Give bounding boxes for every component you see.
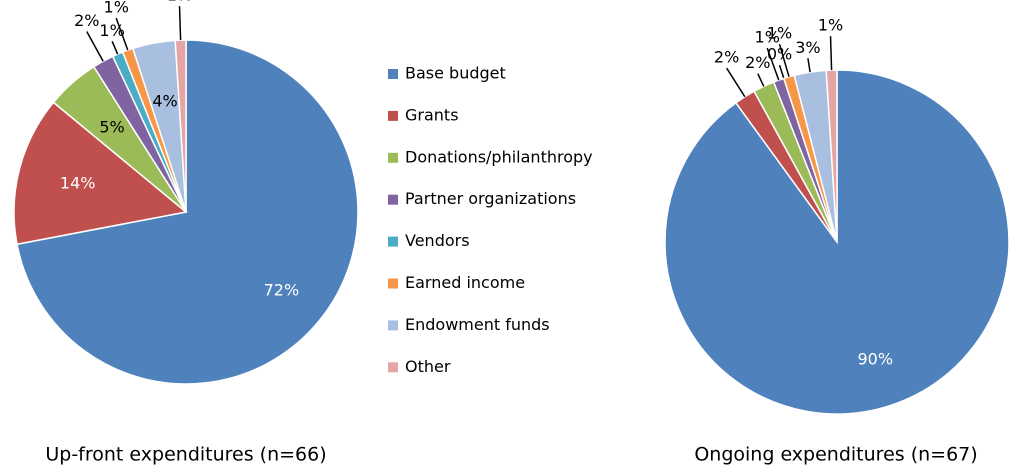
chart-title: Ongoing expenditures (n=67) — [694, 444, 977, 466]
data-label: 1% — [767, 24, 792, 43]
leader-line — [725, 67, 746, 98]
data-label: 3% — [795, 38, 820, 57]
data-label: 2% — [714, 48, 739, 67]
legend-label: Vendors — [405, 231, 470, 250]
legend-swatch — [388, 69, 398, 79]
data-label: 1% — [755, 28, 780, 47]
legend-label: Partner organizations — [405, 189, 576, 208]
legend-swatch — [388, 110, 398, 121]
pie-slice — [664, 69, 1010, 415]
legend-label: Earned income — [405, 273, 525, 292]
legend-swatch — [388, 278, 398, 289]
leader-line — [111, 40, 119, 55]
leader-line — [829, 36, 833, 71]
data-label: 5% — [99, 118, 124, 137]
data-label: 72% — [264, 280, 300, 299]
leader-line — [807, 58, 811, 73]
data-label: 0% — [767, 45, 792, 64]
data-label: 90% — [857, 349, 893, 368]
leader-line — [86, 31, 104, 62]
leader-line — [766, 47, 780, 81]
data-label: 4% — [152, 92, 177, 111]
legend-label: Endowment funds — [405, 315, 550, 334]
legend-swatch — [388, 152, 398, 163]
legend-label: Donations/philanthropy — [405, 147, 593, 166]
leader-line — [115, 17, 129, 51]
legend-label: Other — [405, 357, 451, 376]
leader-line — [178, 6, 182, 41]
pie-slice — [13, 101, 188, 246]
data-label: 2% — [74, 11, 99, 30]
pie-slice — [16, 39, 359, 385]
leader-line — [778, 64, 785, 79]
legend-swatch — [388, 320, 398, 331]
data-label: 1% — [818, 16, 843, 35]
legend-swatch — [388, 362, 398, 373]
legend-swatch — [388, 236, 398, 247]
data-label: 14% — [60, 174, 96, 193]
data-label: 1% — [167, 0, 192, 5]
legend-label: Base budget — [405, 64, 506, 83]
data-label: 1% — [104, 0, 129, 17]
data-label: 2% — [745, 53, 770, 72]
leader-line — [778, 43, 790, 78]
legend-swatch — [388, 194, 398, 205]
legend-label: Grants — [405, 105, 459, 124]
leader-line — [757, 73, 765, 87]
chart-title: Up-front expenditures (n=66) — [45, 444, 326, 466]
